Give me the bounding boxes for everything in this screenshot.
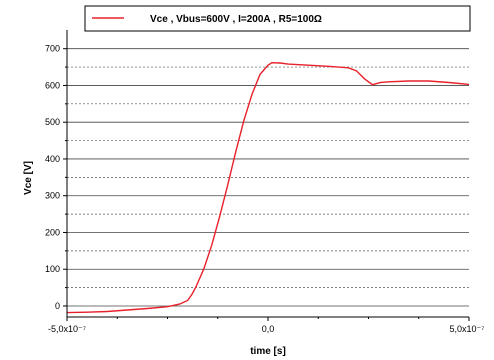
y-axis-title: Vce [V] [23, 161, 34, 195]
grid-lines [67, 48, 469, 307]
y-tick-label: 500 [45, 117, 60, 127]
y-tick-label: 200 [45, 227, 60, 237]
tick-labels: 0 100 200 300 400 500 600 700 -5,0x10⁻⁷ 0,0 5,0x10… [45, 44, 485, 334]
x-tick-label: 0,0 [262, 324, 275, 334]
series-layer [66, 61, 470, 314]
y-tick-label: 400 [45, 154, 60, 164]
legend-box [84, 5, 471, 32]
y-tick-label: 100 [45, 264, 60, 274]
x-tick-label: 5,0x10⁻⁷ [449, 324, 484, 334]
y-tick-label: 300 [45, 191, 60, 201]
y-tick-label: 600 [45, 80, 60, 90]
x-axis-title: time [s] [250, 346, 286, 357]
legend-label: Vce , Vbus=600V , I=200A , R5=100Ω [150, 14, 322, 25]
y-tick-label: 0 [55, 301, 60, 311]
series-line-vce [66, 61, 470, 314]
y-tick-label: 700 [45, 44, 60, 54]
legend: Vce , Vbus=600V , I=200A , R5=100Ω [84, 5, 471, 32]
x-tick-label: -5,0x10⁻⁷ [48, 324, 86, 334]
axes [63, 30, 470, 321]
